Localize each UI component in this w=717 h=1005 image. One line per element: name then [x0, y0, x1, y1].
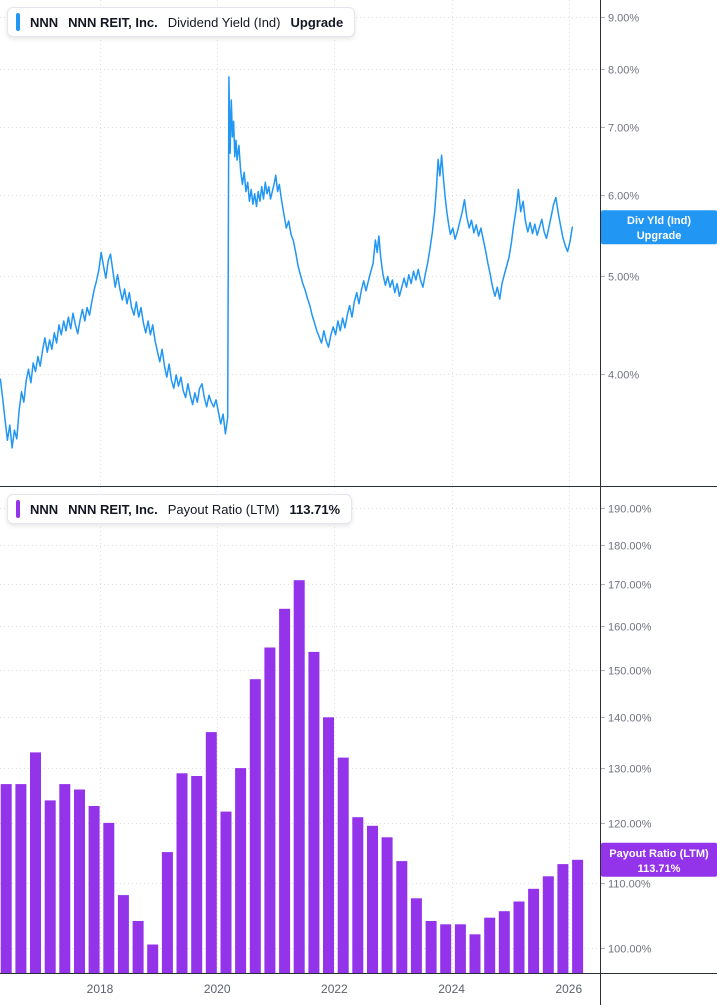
- payout-ratio-bar[interactable]: [249, 679, 261, 973]
- y-axis-tick-label: 8.00%: [608, 65, 639, 77]
- y-axis-tick-label: 100.00%: [608, 944, 652, 956]
- legend-company-name: NNN REIT, Inc.: [68, 501, 158, 517]
- y-axis-tick-label: 6.00%: [608, 191, 639, 203]
- svg-text:Div Yld (Ind): Div Yld (Ind): [627, 215, 691, 227]
- payout-ratio-bar[interactable]: [44, 800, 56, 973]
- dividend-yield-pane[interactable]: 4.00% 5.00% 6.00% 7.00% 8.00% 9.00% Div Yld (I…: [0, 0, 717, 487]
- legend-current-value: 113.71%: [289, 501, 341, 517]
- payout-ratio-bar[interactable]: [15, 784, 27, 973]
- payout-ratio-bar[interactable]: [279, 608, 291, 973]
- y-axis-tick-label: 180.00%: [608, 541, 652, 553]
- time-axis-year-label: 2024: [438, 982, 465, 996]
- legend-company-name: NNN REIT, Inc.: [68, 14, 158, 30]
- payout-ratio-bar[interactable]: [191, 776, 203, 973]
- payout-ratio-bars[interactable]: [0, 580, 584, 974]
- payout-ratio-legend: NNN NNN REIT, Inc. Payout Ratio (LTM) 11…: [7, 494, 353, 524]
- legend-metric-name: Dividend Yield (Ind): [167, 14, 281, 30]
- payout-ratio-pane[interactable]: 100.00% 110.00% 120.00% 130.00% 140.00% 150.0…: [0, 487, 717, 973]
- y-axis-tick-label: 160.00%: [608, 622, 652, 634]
- payout-ratio-bar[interactable]: [469, 934, 481, 973]
- dividend-yield-plot-area[interactable]: 4.00% 5.00% 6.00% 7.00% 8.00% 9.00% Div Yld (I…: [0, 0, 717, 486]
- payout-ratio-bar[interactable]: [337, 757, 349, 973]
- svg-text:113.71%: 113.71%: [638, 863, 681, 875]
- price-pane-svg-0[interactable]: 4.00% 5.00% 6.00% 7.00% 8.00% 9.00% Div Yld (I…: [0, 0, 717, 486]
- payout-ratio-bar[interactable]: [0, 784, 12, 973]
- payout-ratio-bar[interactable]: [293, 580, 305, 973]
- payout-ratio-bar[interactable]: [513, 901, 525, 974]
- payout-ratio-bar[interactable]: [308, 651, 320, 973]
- axis-separator: [600, 974, 601, 1005]
- payout-ratio-axis-value-label[interactable]: Payout Ratio (LTM) 113.71%: [601, 842, 717, 877]
- payout-ratio-bar[interactable]: [103, 822, 115, 973]
- payout-ratio-bar[interactable]: [264, 647, 276, 974]
- payout-ratio-bar[interactable]: [235, 768, 247, 973]
- payout-ratio-bar[interactable]: [117, 895, 129, 973]
- legend-upgrade-link[interactable]: Upgrade: [290, 14, 344, 30]
- payout-ratio-bar[interactable]: [132, 921, 144, 973]
- payout-ratio-bar[interactable]: [542, 876, 554, 973]
- dividend-yield-legend: NNN NNN REIT, Inc. Dividend Yield (Ind) …: [7, 7, 356, 37]
- payout-ratio-bar[interactable]: [557, 864, 569, 973]
- price-pane-svg-1[interactable]: 100.00% 110.00% 120.00% 130.00% 140.00% 150.0…: [0, 487, 717, 973]
- payout-ratio-bar[interactable]: [396, 861, 408, 973]
- payout-ratio-bar[interactable]: [147, 944, 159, 974]
- payout-ratio-bar[interactable]: [352, 817, 364, 973]
- payout-ratio-bar[interactable]: [30, 752, 41, 973]
- y-axis-tick-label: 120.00%: [608, 819, 652, 831]
- y-axis-tick-label: 5.00%: [608, 272, 639, 284]
- payout-ratio-bar[interactable]: [220, 811, 232, 973]
- payout-ratio-bar[interactable]: [440, 924, 452, 973]
- payout-ratio-bar[interactable]: [484, 917, 496, 973]
- y-axis-tick-label: 170.00%: [608, 580, 652, 592]
- svg-text:Payout Ratio (LTM): Payout Ratio (LTM): [609, 848, 709, 860]
- legend-ticker[interactable]: NNN: [30, 501, 59, 517]
- legend-ticker[interactable]: NNN: [30, 14, 59, 30]
- series-color-marker: [16, 13, 20, 31]
- y-axis-tick-label: 150.00%: [608, 666, 652, 678]
- payout-ratio-bar[interactable]: [161, 852, 173, 973]
- series-color-marker: [16, 500, 20, 518]
- payout-ratio-bar[interactable]: [410, 898, 422, 973]
- payout-ratio-bar[interactable]: [454, 924, 466, 973]
- payout-ratio-bar[interactable]: [498, 911, 510, 973]
- time-axis-year-label: 2022: [321, 982, 348, 996]
- y-axis-tick-label: 130.00%: [608, 764, 652, 776]
- legend-metric-name: Payout Ratio (LTM): [167, 501, 280, 517]
- payout-ratio-bar[interactable]: [425, 921, 437, 973]
- time-axis[interactable]: 2018 2020 2022 2024 2026: [0, 973, 717, 1005]
- y-axis-tick-label: 110.00%: [608, 879, 651, 891]
- payout-ratio-plot-area[interactable]: 100.00% 110.00% 120.00% 130.00% 140.00% 150.0…: [0, 487, 717, 973]
- payout-ratio-bar[interactable]: [323, 717, 334, 973]
- payout-ratio-bar[interactable]: [59, 784, 71, 973]
- payout-ratio-bar[interactable]: [205, 732, 217, 973]
- dividend-yield-series-line[interactable]: [0, 76, 574, 449]
- y-axis-tick-label: 7.00%: [608, 123, 639, 135]
- y-axis-tick-label: 4.00%: [608, 370, 639, 382]
- y-axis-tick-label: 190.00%: [608, 504, 652, 516]
- y-axis-tick-label: 9.00%: [608, 13, 639, 25]
- payout-ratio-bar[interactable]: [176, 773, 188, 973]
- payout-ratio-bar[interactable]: [367, 825, 378, 973]
- time-axis-year-label: 2026: [555, 982, 583, 996]
- payout-ratio-bar[interactable]: [88, 806, 100, 973]
- svg-text:Upgrade: Upgrade: [637, 230, 682, 242]
- payout-ratio-bar[interactable]: [572, 859, 584, 973]
- time-axis-year-label: 2020: [203, 982, 231, 996]
- y-axis-tick-label: 140.00%: [608, 713, 652, 725]
- div-yld-axis-value-label[interactable]: Div Yld (Ind) Upgrade: [601, 210, 717, 245]
- payout-ratio-bar[interactable]: [381, 837, 393, 973]
- payout-ratio-bar[interactable]: [74, 789, 85, 974]
- time-axis-year-label: 2018: [86, 982, 114, 996]
- payout-ratio-bar[interactable]: [528, 888, 540, 973]
